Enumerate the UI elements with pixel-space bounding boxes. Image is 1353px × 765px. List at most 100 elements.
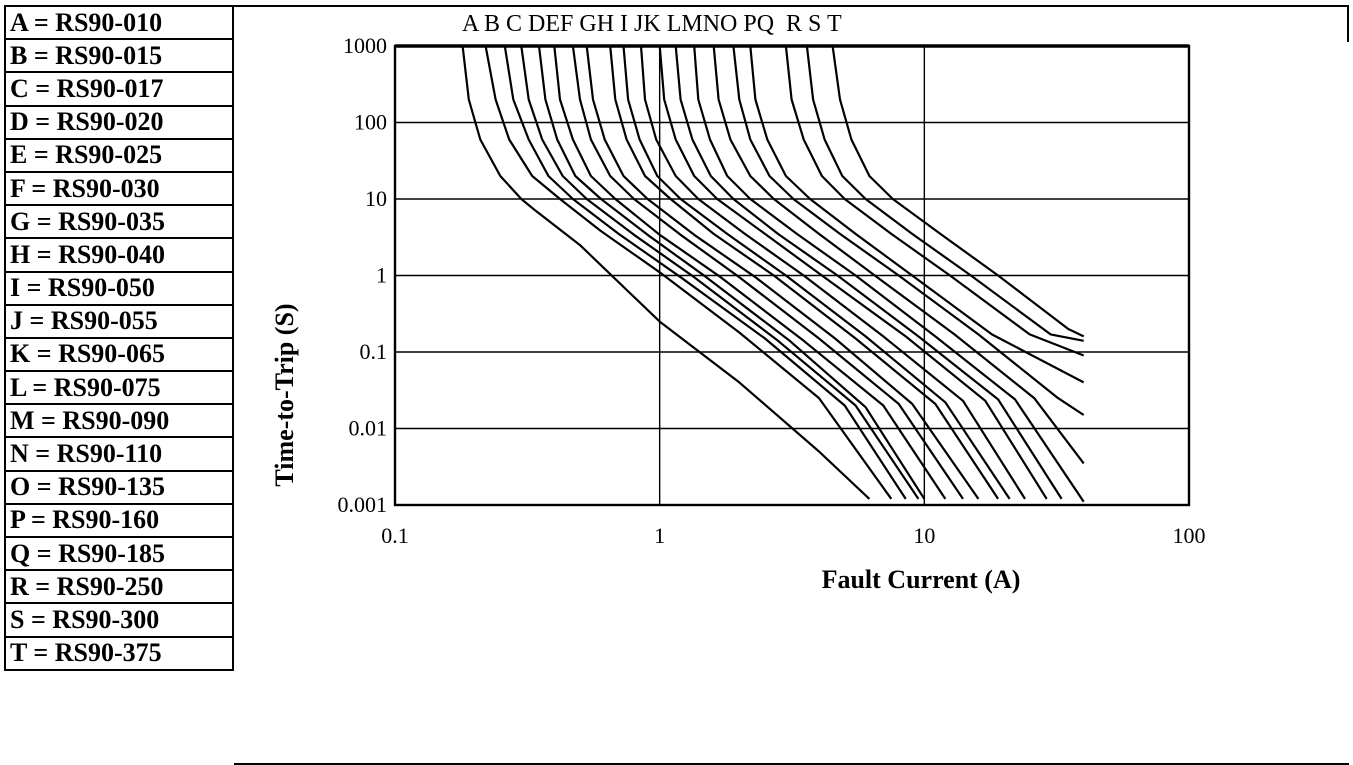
legend-equals: = [28,107,57,137]
legend-part-number: RS90-020 [56,107,164,137]
legend-key: K [10,339,31,369]
legend-part-number: RS90-017 [56,73,164,103]
trip-curve-p [732,45,1085,416]
legend-cell: B = RS90-015 [4,38,234,74]
legend-key: H [10,239,31,269]
y-tick-label: 0.01 [349,416,388,441]
legend-cell: T = RS90-375 [4,635,234,671]
legend-cell: C = RS90-017 [4,71,234,107]
legend-cell: S = RS90-300 [4,602,234,638]
legend-key: T [10,638,27,668]
frame-right-border [1347,5,1349,42]
trip-curve-n [693,45,1085,503]
y-tick-label: 1 [376,263,387,288]
legend-cell: R = RS90-250 [4,569,234,605]
frame-bottom-border [234,763,1349,765]
legend-row: B = RS90-015 [4,38,234,74]
trip-curve-t [831,45,1085,338]
legend-part-number: RS90-185 [58,538,165,568]
legend-cell: D = RS90-020 [4,104,234,140]
legend-cell: I = RS90-050 [4,270,234,306]
x-axis-title: Fault Current (A) [822,565,1021,594]
legend-row: S = RS90-300 [4,602,234,638]
legend-part-number: RS90-160 [52,505,160,535]
legend-equals: = [27,140,56,170]
y-tick-label: 10 [365,186,387,211]
legend-equals: = [30,239,59,269]
legend-row: J = RS90-055 [4,303,234,339]
legend-row: P = RS90-160 [4,502,234,539]
trip-time-chart: A B C DEF GH I JK LMNO PQ R S T 0.1 1 10 10… [270,11,1206,594]
legend-cell: O = RS90-135 [4,469,234,505]
legend-cell: L = RS90-075 [4,370,234,406]
legend-table: A = RS90-010 B = RS90-015 C = RS90-017 D = … [4,4,234,671]
trip-curve-h [585,45,980,500]
trip-curve-j [622,45,1011,500]
legend-row: C = RS90-017 [4,71,234,107]
legend-key: N [10,439,29,469]
trip-curve-i [609,45,1000,500]
legend-equals: = [26,638,55,668]
legend-cell: K = RS90-065 [4,336,234,373]
legend-key: D [10,107,29,137]
legend-part-number: RS90-135 [58,472,165,502]
y-tick-label: 1000 [343,33,387,58]
trip-curve-m [674,45,1063,500]
legend-cell: P = RS90-160 [4,502,234,539]
legend-row: G = RS90-035 [4,204,234,240]
legend-part-number: RS90-025 [55,140,163,170]
legend-cell: E = RS90-025 [4,137,234,173]
legend-equals: = [25,372,54,402]
legend-row: K = RS90-065 [4,336,234,373]
legend-row: F = RS90-030 [4,170,234,207]
trip-curve-e [537,45,926,500]
legend-row: A = RS90-010 [4,4,234,41]
legend-equals: = [30,339,59,369]
legend-part-number: RS90-050 [47,273,155,303]
legend-part-number: RS90-090 [62,405,170,435]
legend-cell: N = RS90-110 [4,436,234,472]
y-tick-label: 100 [354,110,387,135]
legend-cell: H = RS90-040 [4,237,234,273]
legend-equals: = [30,538,59,568]
legend-cell: J = RS90-055 [4,303,234,339]
legend-row: H = RS90-040 [4,237,234,273]
legend-equals: = [30,206,59,236]
trip-curve-c [503,45,907,500]
legend-key: A [10,7,28,37]
legend-key: R [10,571,29,601]
legend-key: F [10,173,25,203]
legend-part-number: RS90-075 [53,372,161,402]
legend-row: O = RS90-135 [4,469,234,505]
legend-equals: = [28,571,57,601]
trip-curve-q [749,45,1085,384]
legend-equals: = [23,306,51,336]
x-tick-label: 100 [1173,523,1206,548]
legend-equals: = [34,405,63,435]
legend-key: P [10,505,25,535]
legend-part-number: RS90-055 [50,306,158,336]
trip-curve-a [461,45,871,500]
trip-curve-r [784,45,1085,357]
legend-row: I = RS90-050 [4,270,234,306]
legend-key: B [10,40,28,70]
legend-equals: = [20,273,48,303]
trip-curve-s [805,45,1084,342]
x-tick-label: 10 [913,523,935,548]
legend-row: Q = RS90-185 [4,535,234,572]
x-tick-label: 0.1 [381,523,409,548]
legend-row: T = RS90-375 [4,635,234,671]
legend-equals: = [28,439,57,469]
legend-equals: = [24,505,53,535]
trip-curve-f [553,45,947,500]
legend-part-number: RS90-065 [58,339,165,369]
frame-top-border [234,5,1349,7]
legend-part-number: RS90-300 [52,604,160,634]
legend-part-number: RS90-040 [58,239,165,269]
trip-curve-l [658,45,1048,500]
trip-curve-d [520,45,920,500]
legend-row: M = RS90-090 [4,403,234,439]
legend-equals: = [30,472,59,502]
legend-part-number: RS90-030 [52,173,160,203]
legend-equals: = [27,7,56,37]
